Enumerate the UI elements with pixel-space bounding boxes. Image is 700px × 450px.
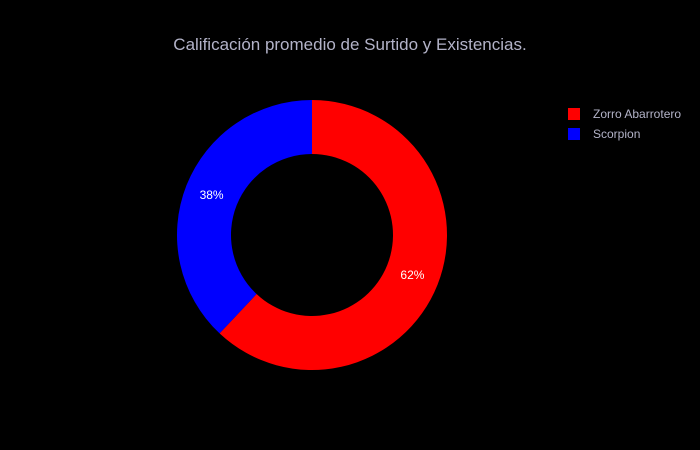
legend[interactable]: Zorro Abarrotero Scorpion [568, 107, 681, 141]
legend-label: Scorpion [593, 127, 640, 141]
labels-layer: 62% 38% [200, 188, 425, 282]
legend-label: Zorro Abarrotero [593, 107, 681, 121]
legend-item-zorro-abarrotero[interactable]: Zorro Abarrotero [568, 107, 681, 121]
slice-percent-label: 62% [400, 268, 424, 282]
slice-zorro-abarrotero[interactable] [219, 100, 447, 370]
legend-item-scorpion[interactable]: Scorpion [568, 127, 640, 141]
legend-swatch [568, 128, 580, 140]
slices-layer [177, 100, 447, 370]
slice-percent-label: 38% [200, 188, 224, 202]
slice-scorpion[interactable] [177, 100, 312, 334]
chart-title: Calificación promedio de Surtido y Exist… [173, 35, 526, 54]
legend-swatch [568, 108, 580, 120]
